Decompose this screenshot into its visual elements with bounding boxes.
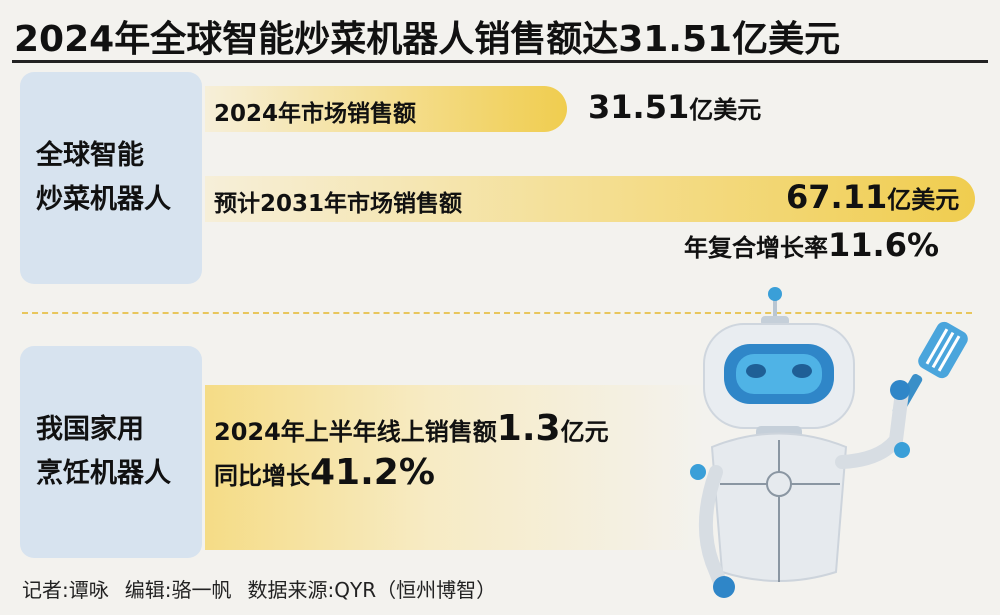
domestic-growth-label: 同比增长 [214,462,310,490]
domestic-sales-line: 2024年上半年线上销售额1.3亿元 [214,408,609,449]
category-global: 全球智能 炒菜机器人 [20,72,202,284]
domestic-highlight-panel [205,385,705,550]
category-domestic-line-2: 烹饪机器人 [36,458,171,489]
category-domestic: 我国家用 烹饪机器人 [20,346,202,558]
domestic-sales-value: 1.3 [496,408,561,449]
footer-credits: 记者:谭咏 编辑:骆一帆 数据来源:QYR（恒州博智） [22,574,512,603]
bar-2024-sales [205,86,567,132]
footer-editor: 编辑:骆一帆 [124,578,232,602]
bar-2031-forecast-label: 预计2031年市场销售额 [214,191,463,217]
domestic-growth-value: 41.2% [310,452,435,493]
domestic-growth-line: 同比增长41.2% [214,452,435,493]
footer-reporter: 记者:谭咏 [22,578,109,602]
category-global-line-2: 炒菜机器人 [36,184,171,215]
cagr-label: 年复合增长率 [684,234,828,262]
category-global-line-1: 全球智能 [36,140,144,171]
cagr: 年复合增长率11.6% [684,226,939,264]
category-domestic-line-1: 我国家用 [36,414,144,445]
bar-2024-sales-value: 31.51亿美元 [588,88,761,126]
title-divider [12,60,988,63]
bar-2031-forecast-number: 67.11 [786,178,888,216]
bar-2024-sales-number: 31.51 [588,88,690,126]
cagr-value: 11.6% [828,226,940,264]
domestic-sales-label: 2024年上半年线上销售额 [214,418,497,446]
robot-chef-illustration [690,287,968,598]
bar-2031-forecast-unit: 亿美元 [887,186,960,214]
bar-2024-sales-unit: 亿美元 [689,96,762,124]
domestic-sales-unit: 亿元 [560,418,609,446]
bar-2031-forecast [205,176,975,222]
footer-source: 数据来源:QYR（恒州博智） [247,578,497,602]
section-divider [22,312,972,314]
bar-2031-forecast-value: 67.11亿美元 [786,178,959,216]
chart-title: 2024年全球智能炒菜机器人销售额达31.51亿美元 [14,19,841,60]
bar-2024-sales-label: 2024年市场销售额 [214,101,417,127]
